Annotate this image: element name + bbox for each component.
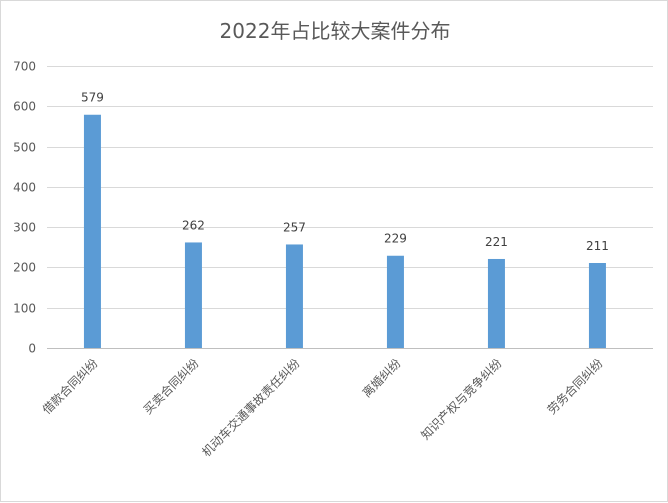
data-label: 211 <box>586 239 609 253</box>
y-tick-label: 400 <box>13 181 36 195</box>
data-label: 257 <box>283 220 306 234</box>
chart-title: 2022年占比较大案件分布 <box>219 19 451 43</box>
bar <box>588 262 606 348</box>
y-tick-label: 300 <box>13 221 36 235</box>
x-tick-label: 买卖合同纠纷 <box>140 356 202 418</box>
bar <box>487 258 505 348</box>
y-tick-label: 700 <box>13 60 36 74</box>
data-label: 579 <box>81 91 104 105</box>
x-tick-label: 借款合同纠纷 <box>39 356 101 418</box>
bar <box>83 114 101 348</box>
y-tick-label: 600 <box>13 100 36 114</box>
y-tick-label: 100 <box>13 302 36 316</box>
x-tick-label: 劳务合同纠纷 <box>544 356 606 418</box>
y-tick-label: 0 <box>28 342 36 356</box>
x-tick-label: 离婚纠纷 <box>359 356 404 401</box>
x-tick-label: 知识产权与竞争纠纷 <box>418 356 504 442</box>
x-tick-label: 机动车交通事故责任纠纷 <box>199 356 303 460</box>
data-label: 229 <box>384 232 407 246</box>
bar <box>184 242 202 348</box>
y-tick-label: 200 <box>13 261 36 275</box>
y-tick-label: 500 <box>13 141 36 155</box>
bar <box>386 255 404 348</box>
data-label: 221 <box>485 235 508 249</box>
bar <box>285 244 303 348</box>
data-label: 262 <box>182 218 205 232</box>
